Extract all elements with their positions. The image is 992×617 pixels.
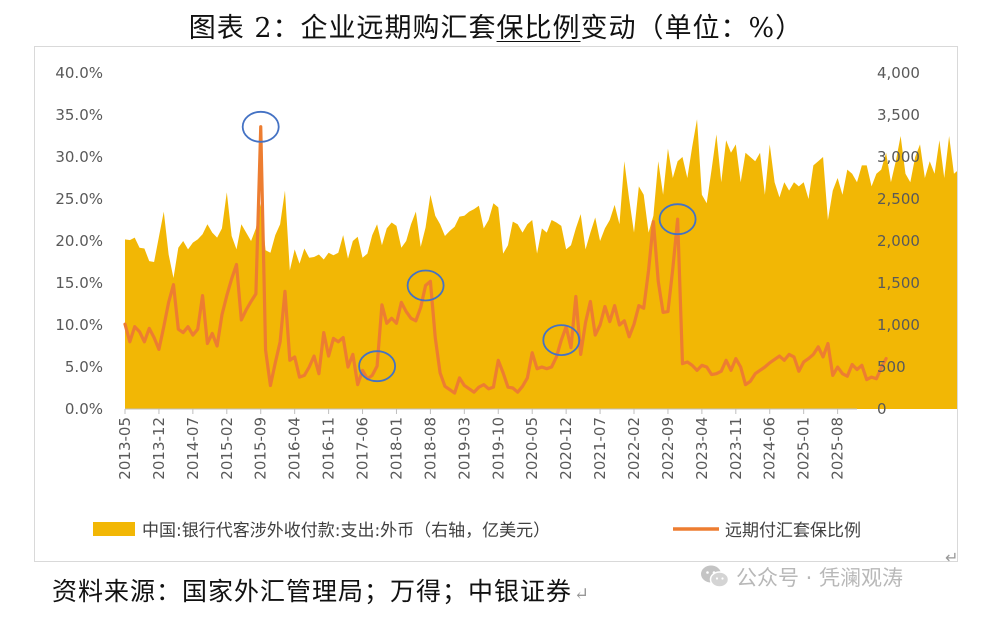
left-tick-label: 40.0% (55, 64, 103, 82)
left-tick-label: 20.0% (55, 232, 103, 250)
source-text: 资料来源：国家外汇管理局；万得；中银证券 (52, 577, 573, 606)
annotation-circle (406, 269, 445, 302)
annotation-circle (542, 324, 581, 357)
x-tick-label: 2024-06 (761, 417, 779, 480)
left-tick-label: 25.0% (55, 190, 103, 208)
page-title: 图表 2：企业远期购汇套保比例变动（单位：%） (0, 6, 992, 45)
annotation-circle (358, 350, 397, 383)
right-tick-label: 1,500 (877, 274, 920, 292)
x-tick-label: 2025-08 (829, 417, 847, 480)
left-tick-label: 35.0% (55, 106, 103, 124)
title-prefix: 图表 2：企业远期购汇套 (188, 13, 497, 44)
x-tick-label: 2025-01 (795, 417, 813, 480)
legend: 中国:银行代客涉外收付款:支出:外币（右轴，亿美元） 远期付汇套保比例 (93, 521, 861, 541)
x-tick-label: 2016-11 (320, 417, 338, 480)
line-series (123, 125, 888, 395)
x-tick-label: 2020-05 (523, 417, 541, 480)
wechat-icon (701, 565, 730, 588)
x-tick-label: 2022-09 (659, 417, 677, 480)
left-tick-label: 15.0% (55, 274, 103, 292)
left-tick-label: 5.0% (65, 358, 103, 376)
area-series (125, 119, 957, 409)
x-tick-label: 2015-02 (218, 417, 236, 480)
x-tick-label: 2016-04 (286, 417, 304, 480)
right-tick-label: 4,000 (877, 64, 920, 82)
right-tick-label: 1,000 (877, 316, 920, 334)
title-underlined: 保比例 (496, 13, 581, 44)
x-tick-label: 2018-01 (388, 417, 406, 480)
x-tick-label: 2022-02 (625, 417, 643, 480)
x-tick-label: 2015-09 (252, 417, 270, 480)
right-tick-label: 500 (877, 358, 906, 376)
x-tick-label: 2020-12 (557, 417, 575, 480)
annotation-circle (241, 110, 280, 143)
right-tick-label: 3,500 (877, 106, 920, 124)
x-tick-label: 2023-04 (693, 417, 711, 480)
x-tick-label: 2018-08 (421, 417, 439, 480)
legend-swatch-area (93, 522, 135, 536)
left-tick-label: 10.0% (55, 316, 103, 334)
line-path (123, 125, 888, 395)
left-tick-label: 0.0% (65, 400, 103, 418)
right-tick-label: 3,000 (877, 148, 920, 166)
x-tick-label: 2013-05 (116, 417, 134, 480)
chart-frame: 0.0% 5.0% 10.0% 15.0% 20.0% 25.0% 30.0% 35.0% 40… (34, 46, 958, 562)
right-tick-label: 0 (877, 400, 887, 418)
watermark-text: 公众号 · 凭澜观涛 (736, 566, 904, 590)
x-tick-label: 2019-10 (489, 417, 507, 480)
right-tick-label: 2,500 (877, 190, 920, 208)
x-tick-label: 2019-03 (455, 417, 473, 480)
left-tick-label: 30.0% (55, 148, 103, 166)
x-tick-label: 2014-07 (184, 417, 202, 480)
legend-label-area: 中国:银行代客涉外收付款:支出:外币（右轴，亿美元） (142, 521, 550, 541)
source-note: 资料来源：国家外汇管理局；万得；中银证券 ↵ (52, 572, 590, 608)
x-tick-label: 2021-07 (591, 417, 609, 480)
x-tick-label: 2017-06 (354, 417, 372, 480)
title-suffix: 变动（单位：%） (580, 13, 804, 44)
annotation-circle (658, 203, 697, 236)
chart-svg: 0.0% 5.0% 10.0% 15.0% 20.0% 25.0% 30.0% 35.0% 40… (55, 64, 957, 541)
return-mark: ↵ (945, 548, 959, 567)
watermark: 公众号 · 凭澜观涛 (700, 562, 903, 592)
area-fill (125, 119, 957, 409)
x-tick-label: 2013-12 (150, 417, 168, 480)
axes: 0.0% 5.0% 10.0% 15.0% 20.0% 25.0% 30.0% 35.0% 40… (55, 64, 920, 480)
x-tick-label: 2023-11 (727, 417, 745, 480)
annotation-circles (241, 110, 697, 383)
source-return-mark: ↵ (574, 584, 591, 605)
legend-label-line: 远期付汇套保比例 (725, 521, 861, 541)
right-tick-label: 2,000 (877, 232, 920, 250)
